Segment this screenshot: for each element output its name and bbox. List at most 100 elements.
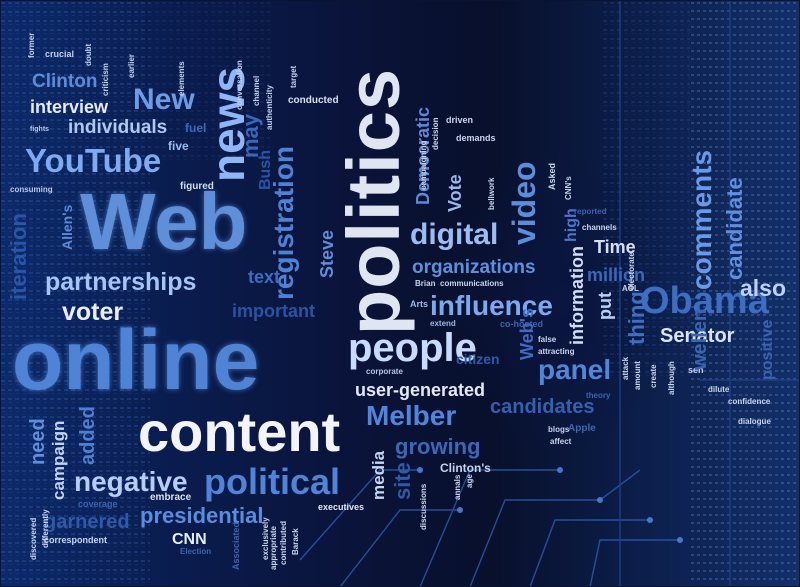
word-positive: positive (759, 319, 776, 380)
word-allens: Allen's (59, 204, 75, 250)
word-communications: communications (440, 279, 504, 288)
word-partnerships: partnerships (45, 268, 197, 296)
word-amount: amount (633, 361, 642, 390)
word-blogs: blogs (548, 425, 570, 434)
word-channels: channels (582, 223, 617, 232)
word-conducted: conducted (288, 95, 339, 106)
word-appropriate: appropriate (269, 525, 278, 570)
word-information: information (567, 246, 587, 345)
word-decision: decision (431, 117, 440, 150)
word-conversation: conversation (235, 60, 244, 110)
word-discovered: discovered (29, 517, 38, 560)
word-criticism: criticism (101, 63, 110, 96)
word-wellen: wellen (689, 308, 711, 370)
word-voter: voter (62, 298, 124, 326)
word-doubt: doubt (84, 43, 93, 66)
word-age: age (465, 474, 474, 488)
word-obama: Obama (640, 280, 769, 322)
word-citizen: citizen (456, 351, 500, 367)
word-important: important (232, 301, 315, 321)
word-apple: Apple (568, 423, 596, 434)
word-channel: channel (252, 75, 261, 106)
word-theory: theory (586, 391, 611, 400)
word-presidential: presidential (140, 503, 264, 528)
word-driven: driven (446, 115, 474, 125)
word-barack: Barack (291, 528, 300, 555)
word-people: people (348, 326, 477, 370)
word-discussions: discussions (419, 483, 428, 530)
word-comments: comments (686, 149, 717, 290)
word-webs: Web's (517, 308, 537, 360)
word-attracting: attracting (538, 347, 575, 356)
word-vote: Vote (445, 174, 465, 212)
word-cnn: CNN (172, 531, 207, 548)
word-affect: affect (550, 437, 572, 446)
word-digital: digital (410, 218, 499, 251)
word-confidence: confidence (728, 397, 771, 406)
word-consuming: consuming (10, 185, 53, 194)
word-target: target (289, 65, 298, 88)
word-candidate: candidate (722, 177, 747, 280)
word-reported: reported (574, 207, 607, 216)
word-video: video (506, 161, 542, 245)
word-put: put (595, 292, 615, 320)
word-dialogue: dialogue (738, 417, 771, 426)
word-demands: demands (456, 133, 496, 143)
word-steve: Steve (317, 229, 337, 278)
word-also: also (740, 275, 787, 301)
word-bush: Bush (257, 150, 274, 190)
word-dilute: dilute (708, 385, 730, 394)
word-campaign: campaign (49, 420, 68, 500)
word-five: five (168, 139, 189, 153)
word-executives: executives (318, 502, 365, 512)
word-former: former (27, 32, 36, 58)
word-asked: Asked (547, 162, 557, 190)
word-youtube: YouTube (25, 142, 162, 179)
word-crucial: crucial (45, 49, 75, 59)
word-organizations: organizations (412, 257, 536, 278)
word-clintons: Clinton's (440, 461, 491, 475)
word-differently: differently (41, 509, 50, 548)
word-coverage: coverage (78, 499, 118, 509)
word-user-generated: user-generated (355, 380, 486, 400)
word-associated: Associated (231, 521, 241, 570)
word-individuals: individuals (68, 117, 168, 138)
word-new: New (133, 83, 195, 116)
word-embrace: embrace (150, 492, 192, 503)
word-campaigning: campaigning (419, 140, 428, 190)
word-media: media (369, 450, 388, 500)
word-create: create (649, 364, 658, 388)
word-clinton: Clinton (32, 71, 98, 92)
word-content: content (138, 400, 341, 463)
word-cnns: CNN's (564, 176, 573, 200)
word-thing: thing (624, 291, 649, 345)
word-authenticity: authenticity (265, 85, 274, 130)
word-correspondent: correspondent (44, 535, 108, 545)
word-added: added (77, 406, 99, 465)
word-politics: politics (332, 67, 415, 335)
word-aol: AOL (622, 284, 639, 293)
word-fights: fights (30, 126, 50, 133)
word-online: online (12, 313, 260, 407)
word-corporate: corporate (366, 367, 403, 376)
word-garnered: garnered (44, 511, 130, 533)
word-web: Web (80, 177, 248, 266)
word-fuel: fuel (185, 121, 207, 135)
word-political: political (204, 461, 341, 502)
word-sen: sen (688, 365, 704, 375)
word-million: million (587, 265, 645, 285)
word-figured: figured (180, 181, 214, 192)
word-growing: growing (395, 434, 481, 459)
word-extend: extend (430, 319, 456, 328)
word-earlier: earlier (127, 53, 136, 78)
word-panel: panel (538, 354, 612, 385)
word-contributed: contributed (279, 521, 288, 565)
word-senator: Senator (660, 325, 735, 347)
word-time: Time (594, 237, 636, 257)
word-iteration: iteration (6, 213, 31, 300)
word-annals: annals (453, 474, 462, 500)
word-arts: Arts (410, 299, 429, 309)
word-attack: attack (621, 356, 630, 380)
word-interview: interview (30, 97, 109, 117)
